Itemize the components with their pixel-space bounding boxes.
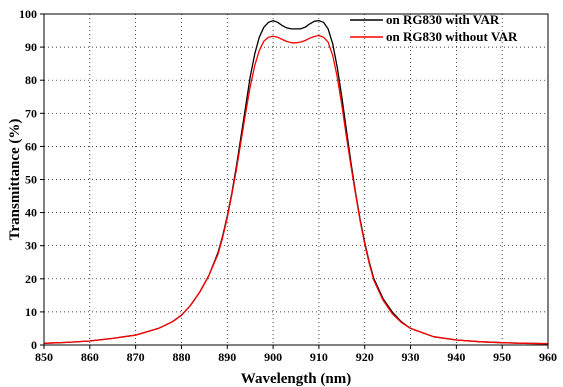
x-tick-label: 910 [310,350,328,364]
x-tick-label: 900 [264,350,282,364]
y-tick-label: 10 [25,305,37,319]
x-tick-label: 870 [127,350,145,364]
series-line-with-var [43,19,549,345]
y-tick-label: 40 [25,206,37,220]
x-tick-label: 940 [447,350,465,364]
x-tick-label: 920 [356,350,374,364]
x-tick-label: 880 [172,350,190,364]
y-axis-label: Transmittance (%) [7,119,23,241]
series-line-without-var [43,34,549,345]
x-tick-label: 890 [218,350,236,364]
x-tick-label: 860 [81,350,99,364]
axis-ticks: 850 860 870 880 890 900 910 920 930 940 950 960 0 10 2… [19,7,557,364]
y-tick-label: 70 [25,106,37,120]
x-axis-label: Wavelength (nm) [241,371,351,387]
x-tick-label: 960 [539,350,557,364]
y-tick-label: 60 [25,139,37,153]
legend: on RG830 with VAR on RG830 without VAR [350,12,518,44]
legend-label-without-var: on RG830 without VAR [386,29,518,44]
series-lines [43,19,549,345]
y-tick-label: 80 [25,73,37,87]
y-tick-label: 90 [25,40,37,54]
y-tick-label: 0 [31,338,37,352]
y-tick-label: 20 [25,272,37,286]
legend-label-with-var: on RG830 with VAR [386,12,500,27]
y-tick-label: 100 [19,7,37,21]
plot-frame [43,13,549,346]
x-tick-label: 850 [35,350,53,364]
y-tick-label: 30 [25,239,37,253]
grid [44,14,548,345]
y-tick-label: 50 [25,173,37,187]
x-tick-label: 930 [402,350,420,364]
x-tick-label: 950 [493,350,511,364]
